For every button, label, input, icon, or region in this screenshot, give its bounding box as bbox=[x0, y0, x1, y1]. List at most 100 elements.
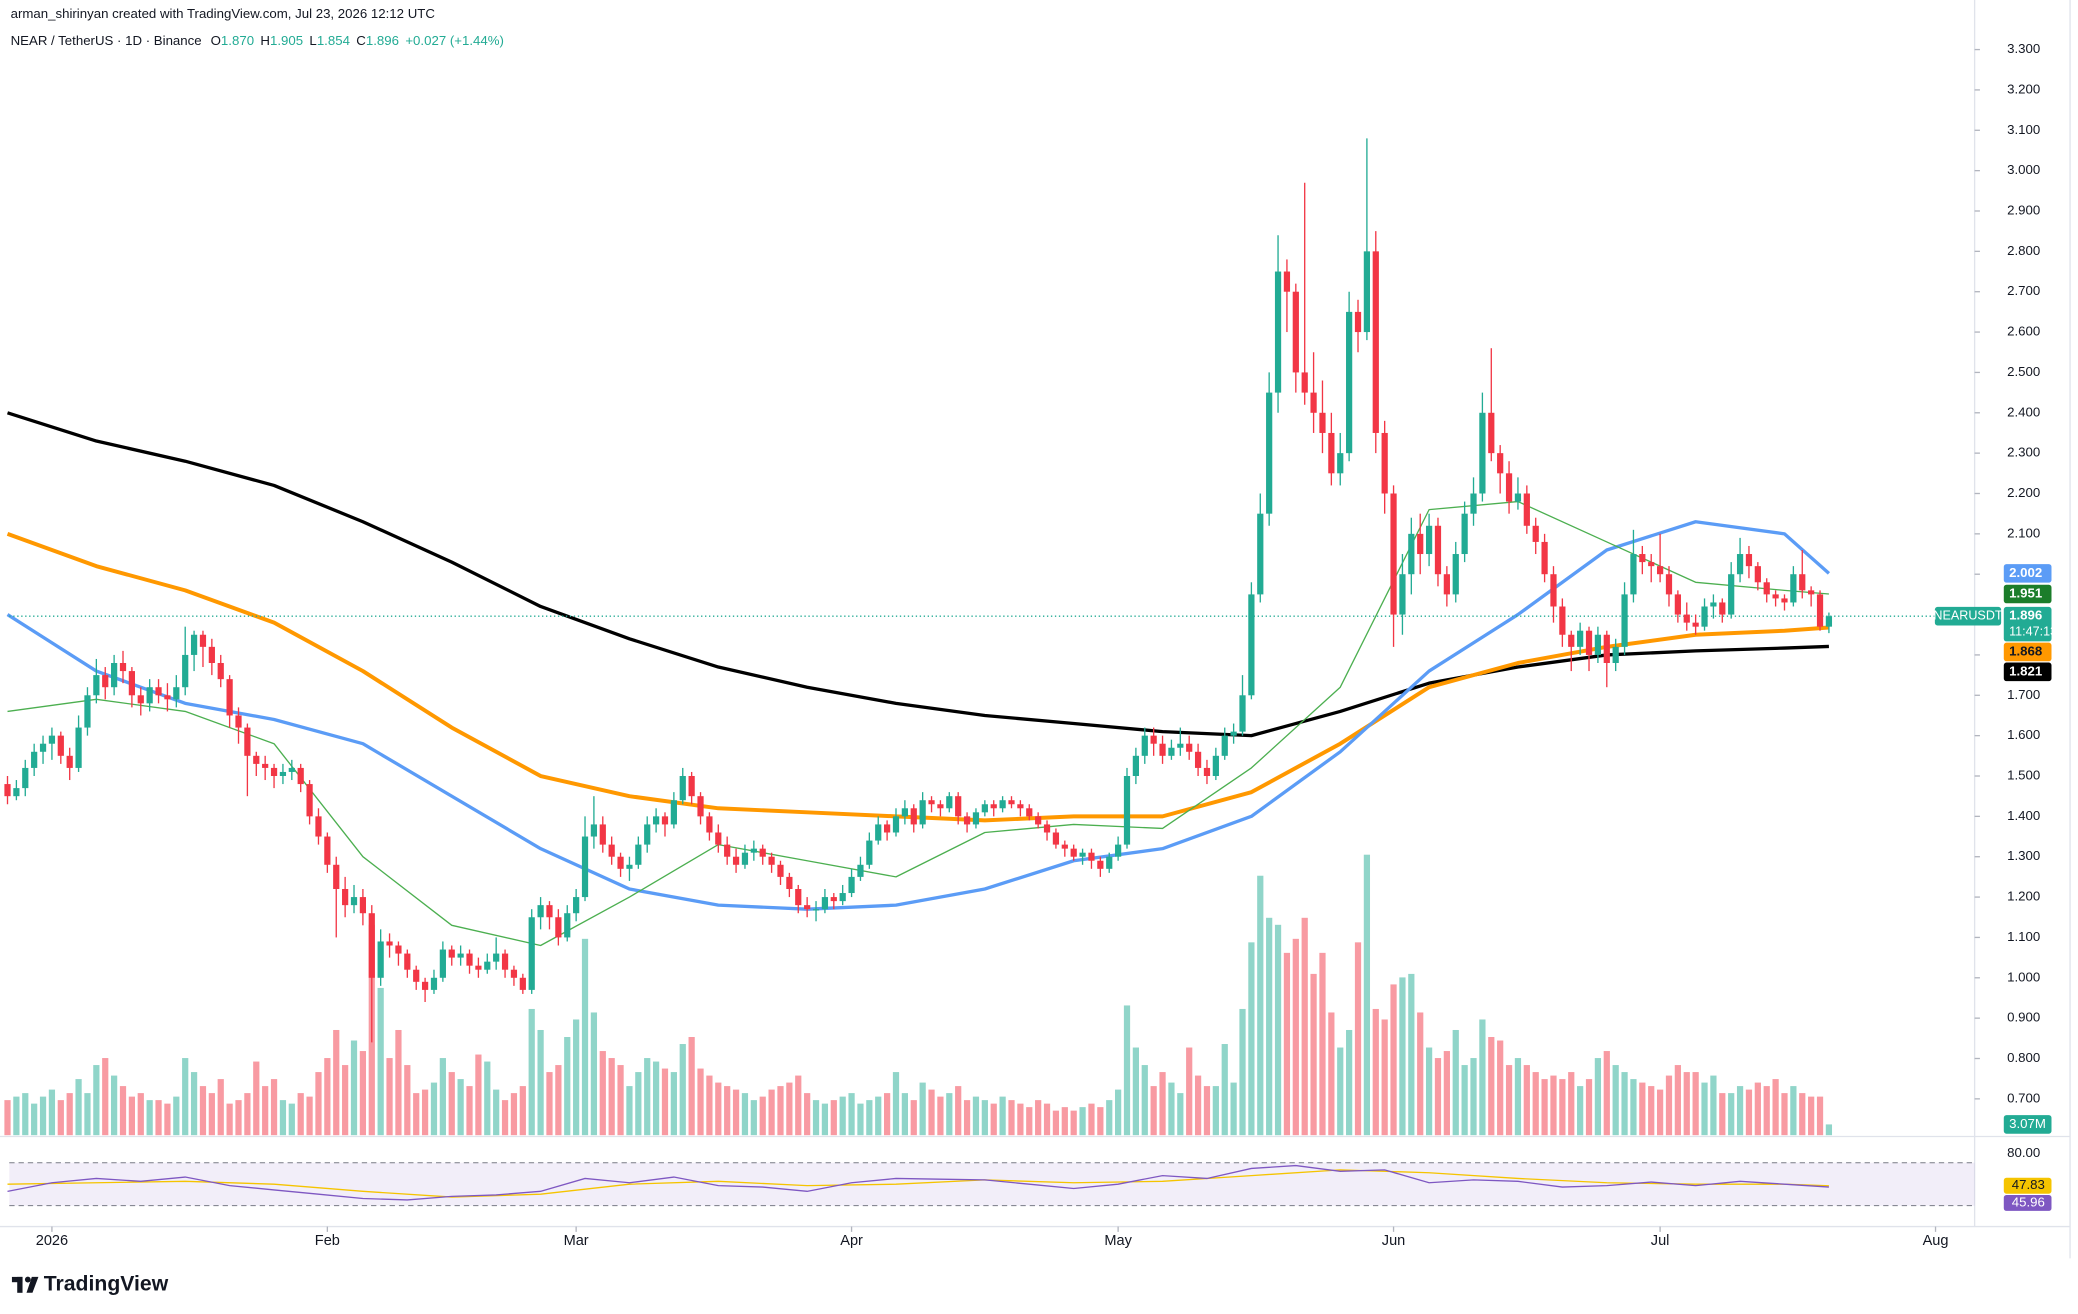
candle-body bbox=[1541, 541, 1548, 575]
volume-bar bbox=[1212, 1086, 1219, 1136]
y-tick-label: 3.200 bbox=[2007, 81, 2040, 96]
candle-body bbox=[884, 824, 891, 833]
candle-body bbox=[279, 771, 287, 776]
x-tick-label: Feb bbox=[315, 1233, 340, 1249]
volume-bar bbox=[1354, 942, 1362, 1136]
y-tick-label: 1.400 bbox=[2007, 808, 2040, 823]
candle-body bbox=[466, 953, 473, 966]
candle-body bbox=[706, 816, 713, 833]
candle-body bbox=[1008, 800, 1015, 805]
legend-key: H bbox=[260, 33, 270, 48]
volume-bar bbox=[759, 1096, 766, 1136]
volume-bar bbox=[892, 1072, 900, 1136]
volume-bar bbox=[493, 1089, 500, 1136]
candle-body bbox=[573, 897, 580, 914]
volume-bar bbox=[119, 1086, 127, 1136]
volume-bar bbox=[1559, 1079, 1566, 1136]
volume-bar bbox=[439, 1058, 446, 1136]
axis-layer: 3.300 3.200 3.100 3.000 2.900 2.800 2.700 2.600… bbox=[36, 41, 2057, 1249]
candle-body bbox=[288, 767, 295, 772]
volume-bar bbox=[608, 1058, 615, 1136]
y-tick-label: 0.800 bbox=[2007, 1050, 2040, 1065]
volume-bar bbox=[901, 1093, 908, 1136]
rsi-band bbox=[9, 1162, 1975, 1206]
price-tag-label: 1.896 bbox=[2009, 608, 2042, 623]
candle-body bbox=[1523, 493, 1530, 526]
candle-body bbox=[1603, 634, 1610, 663]
volume-bar bbox=[741, 1093, 749, 1136]
ma-layer bbox=[6, 411, 1975, 947]
volume-bar bbox=[1434, 1058, 1442, 1136]
volume-bar bbox=[1159, 1072, 1166, 1136]
candle-body bbox=[848, 876, 855, 894]
candle-body bbox=[1177, 743, 1184, 748]
candle-body bbox=[1123, 775, 1131, 845]
candle-body bbox=[1248, 594, 1255, 696]
candle-body bbox=[741, 852, 749, 865]
volume-bar bbox=[253, 1061, 260, 1136]
volume-bar bbox=[919, 1082, 926, 1136]
candle-body bbox=[1630, 554, 1637, 595]
candle-body bbox=[1266, 392, 1273, 514]
candle-body bbox=[1577, 630, 1584, 647]
volume-bar bbox=[111, 1075, 118, 1136]
volume-bar bbox=[466, 1086, 473, 1136]
candle-body bbox=[22, 767, 29, 789]
rsi-level-label: 80.00 bbox=[2007, 1145, 2040, 1160]
brand-logo bbox=[11, 1276, 39, 1293]
volume-bar bbox=[1141, 1065, 1148, 1136]
volume-bar bbox=[1008, 1100, 1015, 1136]
volume-bar bbox=[1488, 1037, 1495, 1136]
volume-bar bbox=[1630, 1079, 1637, 1136]
candle-body bbox=[724, 844, 731, 857]
price-tag bbox=[2003, 642, 2052, 662]
volume-bar bbox=[724, 1086, 731, 1136]
candle-body bbox=[164, 695, 171, 700]
candle-body bbox=[111, 662, 118, 688]
volume-bar bbox=[48, 1089, 56, 1136]
volume-bar bbox=[617, 1065, 624, 1136]
candle-body bbox=[57, 735, 64, 756]
candle-body bbox=[493, 953, 500, 962]
volume-bar bbox=[537, 1029, 544, 1136]
volume-bar bbox=[599, 1051, 606, 1136]
candle-body bbox=[1692, 622, 1699, 627]
volume-bar bbox=[839, 1096, 846, 1136]
candle-body bbox=[1106, 856, 1113, 869]
volume-bar bbox=[581, 938, 589, 1136]
volume-bar bbox=[279, 1100, 287, 1136]
candle-body bbox=[146, 687, 153, 704]
candle-body bbox=[590, 824, 598, 837]
volume-bar bbox=[1052, 1110, 1060, 1136]
legend-value: 1.870 bbox=[221, 33, 254, 48]
moving-average bbox=[7, 500, 1829, 947]
volume-bar bbox=[164, 1103, 171, 1136]
volume-bar bbox=[910, 1100, 917, 1136]
y-tick-label: 1.000 bbox=[2007, 969, 2040, 984]
volume-bar bbox=[75, 1079, 82, 1136]
volume-tag-label: 3.07M bbox=[2009, 1116, 2046, 1131]
candle-body bbox=[39, 743, 47, 752]
volume-bar bbox=[173, 1096, 180, 1136]
candle-body bbox=[617, 856, 624, 869]
volume-bar bbox=[1808, 1096, 1815, 1136]
logo-part bbox=[17, 1276, 23, 1293]
rsi-tag-label: 45.96 bbox=[2012, 1194, 2045, 1209]
volume-bar bbox=[57, 1100, 64, 1136]
volume-bar bbox=[1594, 1058, 1602, 1136]
volume-bar bbox=[1745, 1089, 1753, 1136]
candle-body bbox=[652, 816, 660, 825]
y-tick-label: 1.600 bbox=[2007, 727, 2040, 742]
volume-bar bbox=[244, 1093, 251, 1136]
volume-bar bbox=[501, 1100, 509, 1136]
volume-bar bbox=[866, 1100, 873, 1136]
candle-body bbox=[1719, 602, 1726, 615]
volume-bar bbox=[1612, 1065, 1619, 1136]
candle-body bbox=[919, 800, 926, 825]
volume-bar bbox=[1799, 1093, 1806, 1136]
volume-bar bbox=[1532, 1072, 1539, 1136]
volume-bar bbox=[1283, 952, 1291, 1136]
candle-body bbox=[670, 800, 677, 825]
candle-body bbox=[386, 941, 393, 946]
volume-bar bbox=[333, 1029, 340, 1136]
